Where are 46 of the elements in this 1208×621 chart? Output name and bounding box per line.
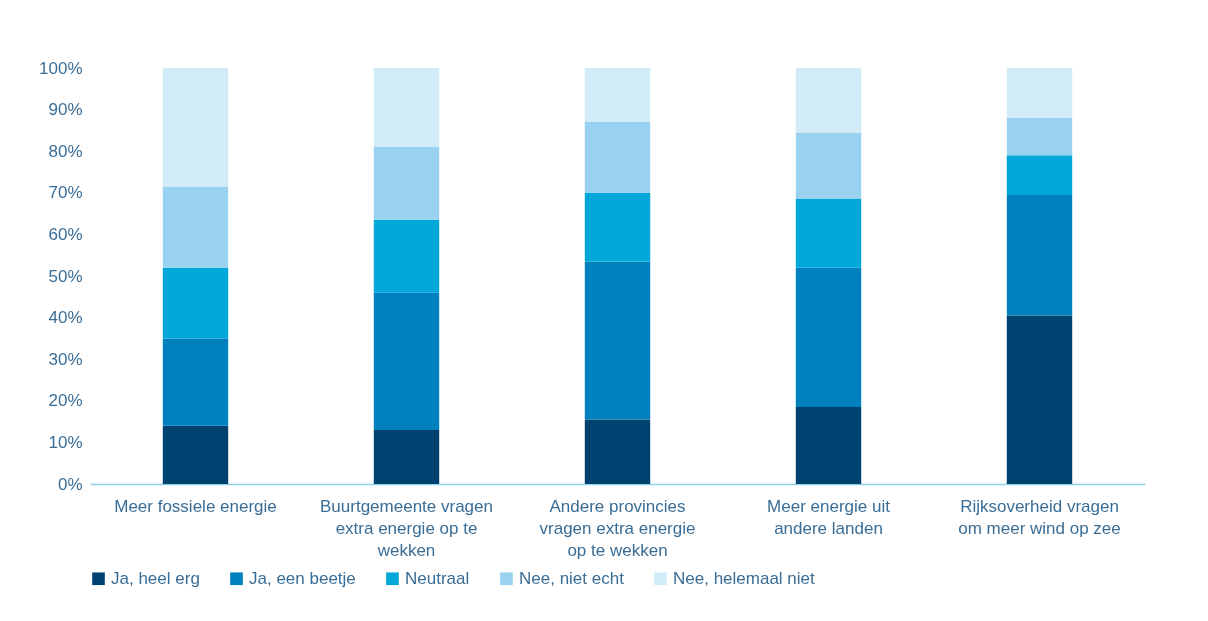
- bar: [584, 68, 651, 123]
- bar: [795, 68, 862, 133]
- y-tick-label: 0%: [57, 474, 83, 494]
- bar: [373, 147, 440, 220]
- legend-label: Nee, helemaal niet: [673, 568, 816, 588]
- bar: [373, 219, 440, 293]
- bar: [373, 429, 440, 484]
- bar: [584, 261, 651, 420]
- legend-label: Nee, niet echt: [519, 568, 625, 588]
- bar: [584, 419, 651, 484]
- y-tick-label: 30%: [48, 349, 83, 369]
- bar: [1006, 194, 1073, 316]
- x-tick-label: Rijksoverheid vragen om meer wind op zee: [958, 496, 1121, 538]
- bar: [795, 132, 862, 200]
- bar: [1006, 117, 1073, 156]
- bar: [162, 425, 229, 484]
- x-tick-label: Meer energie uit andere landen: [767, 496, 891, 538]
- x-tick-label: Andere provincies vragen extra energie op te wekken: [539, 496, 696, 560]
- bar: [162, 338, 229, 426]
- bar: [795, 407, 862, 484]
- bar: [1006, 315, 1073, 484]
- bar: [584, 192, 651, 262]
- bar: [373, 292, 440, 430]
- bar: [373, 68, 440, 148]
- bar: [795, 267, 862, 408]
- y-tick-label: 60%: [48, 224, 83, 244]
- bar: [795, 199, 862, 268]
- y-tick-label: 70%: [48, 183, 83, 203]
- x-tick-label: Buurtgemeente vragen extra energie op te wekken: [320, 496, 493, 560]
- bar: [162, 68, 229, 187]
- y-tick-label: 80%: [48, 141, 83, 161]
- y-tick-label: 50%: [48, 266, 83, 286]
- bar: [1006, 68, 1073, 118]
- bar: [1006, 155, 1073, 195]
- y-tick-label: 10%: [48, 432, 83, 452]
- bar: [584, 122, 651, 193]
- legend-label: Ja, heel erg: [111, 568, 200, 588]
- y-tick-label: 90%: [48, 100, 83, 120]
- legend-label: Neutraal: [405, 568, 470, 588]
- bar: [162, 186, 229, 268]
- legend-label: Ja, een beetje: [249, 568, 356, 588]
- y-tick-label: 40%: [48, 308, 83, 328]
- y-tick-label: 100%: [39, 58, 83, 78]
- y-tick-label: 20%: [48, 391, 83, 411]
- x-tick-label: Meer fossiele energie: [114, 496, 277, 516]
- bar: [162, 267, 229, 339]
